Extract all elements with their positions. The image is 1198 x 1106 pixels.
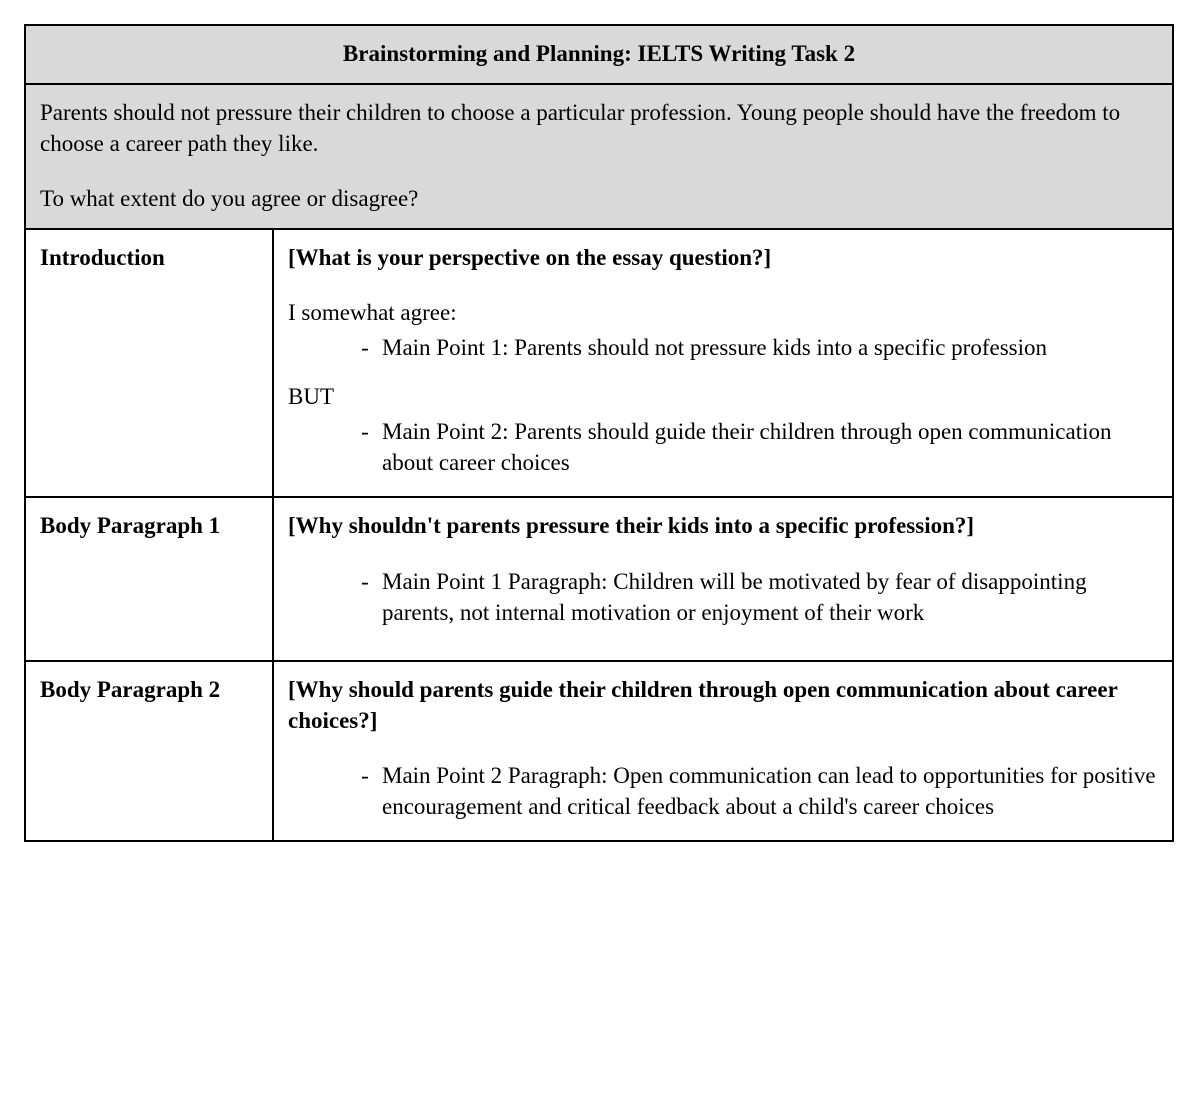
introduction-points-2: - Main Point 2: Parents should guide the…	[288, 416, 1158, 478]
prompt-statement: Parents should not pressure their childr…	[40, 97, 1158, 159]
body2-row: Body Paragraph 2 [Why should parents gui…	[26, 662, 1172, 840]
introduction-connector: BUT	[288, 381, 1158, 412]
prompt-question: To what extent do you agree or disagree?	[40, 183, 1158, 214]
introduction-row: Introduction [What is your perspective o…	[26, 230, 1172, 498]
body1-point: Main Point 1 Paragraph: Children will be…	[382, 566, 1158, 628]
introduction-points: - Main Point 1: Parents should not press…	[288, 332, 1158, 363]
header-title: Brainstorming and Planning: IELTS Writin…	[343, 41, 855, 66]
introduction-point1: Main Point 1: Parents should not pressur…	[382, 332, 1158, 363]
body1-row: Body Paragraph 1 [Why shouldn't parents …	[26, 498, 1172, 661]
table-header: Brainstorming and Planning: IELTS Writin…	[26, 26, 1172, 85]
list-item: - Main Point 2: Parents should guide the…	[288, 416, 1158, 478]
bullet-dash-icon: -	[348, 332, 382, 363]
list-item: - Main Point 2 Paragraph: Open communica…	[288, 760, 1158, 822]
essay-prompt: Parents should not pressure their childr…	[26, 85, 1172, 230]
body2-points: - Main Point 2 Paragraph: Open communica…	[288, 760, 1158, 822]
body1-points: - Main Point 1 Paragraph: Children will …	[288, 566, 1158, 628]
bullet-dash-icon: -	[348, 760, 382, 822]
body2-point: Main Point 2 Paragraph: Open communicati…	[382, 760, 1158, 822]
body1-label: Body Paragraph 1	[26, 498, 274, 659]
body2-content: [Why should parents guide their children…	[274, 662, 1172, 840]
introduction-stance: I somewhat agree:	[288, 297, 1158, 328]
list-item: - Main Point 1 Paragraph: Children will …	[288, 566, 1158, 628]
body2-label: Body Paragraph 2	[26, 662, 274, 840]
planning-table: Brainstorming and Planning: IELTS Writin…	[24, 24, 1174, 842]
introduction-point2: Main Point 2: Parents should guide their…	[382, 416, 1158, 478]
introduction-label: Introduction	[26, 230, 274, 496]
body1-question: [Why shouldn't parents pressure their ki…	[288, 510, 1158, 541]
introduction-content: [What is your perspective on the essay q…	[274, 230, 1172, 496]
bullet-dash-icon: -	[348, 566, 382, 628]
introduction-question: [What is your perspective on the essay q…	[288, 242, 1158, 273]
bullet-dash-icon: -	[348, 416, 382, 478]
body1-content: [Why shouldn't parents pressure their ki…	[274, 498, 1172, 659]
list-item: - Main Point 1: Parents should not press…	[288, 332, 1158, 363]
body2-question: [Why should parents guide their children…	[288, 674, 1158, 736]
